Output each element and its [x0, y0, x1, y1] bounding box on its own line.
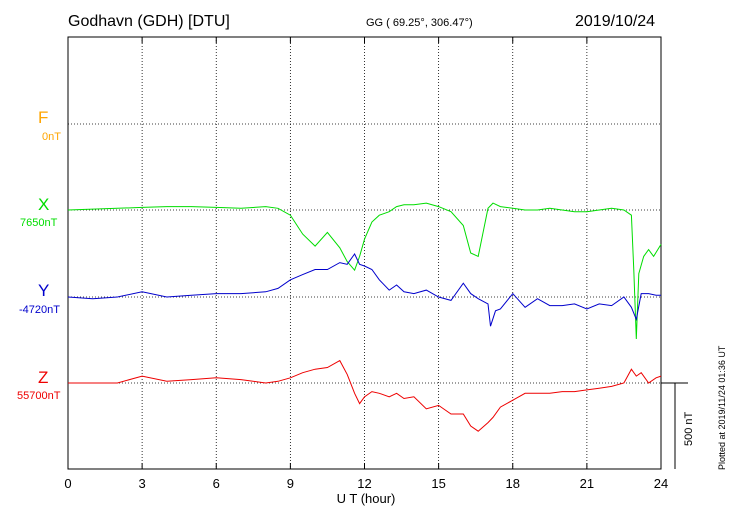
station-title: Godhavn (GDH) [DTU] — [68, 13, 230, 30]
x-tick-label: 18 — [506, 476, 520, 491]
x-tick-label: 3 — [139, 476, 146, 491]
grid-lines — [68, 37, 661, 469]
x-tick-label: 12 — [357, 476, 371, 491]
x-tick-label: 24 — [654, 476, 668, 491]
series-layer — [67, 202, 662, 432]
series-line-x — [67, 202, 662, 340]
component-label-x: X — [38, 195, 50, 214]
baseline-label-x: 7650nT — [20, 217, 58, 229]
x-tick-label: 21 — [580, 476, 594, 491]
series-line-z — [68, 359, 662, 432]
plotted-note: Plotted at 2019/11/24 01:36 UT — [717, 345, 727, 470]
baseline-label-y: -4720nT — [19, 304, 60, 316]
x-axis-ticks: 0 3 6 9 12 15 18 21 24 — [64, 37, 668, 491]
baseline-label-f: 0nT — [42, 131, 61, 143]
scale-bar-label: 500 nT — [683, 411, 695, 446]
x-axis-label: U T (hour) — [337, 491, 396, 506]
station-coordinates: GG ( 69.25°, 306.47°) — [366, 17, 473, 29]
component-label-z: Z — [38, 368, 49, 387]
x-tick-label: 6 — [213, 476, 220, 491]
plot-date: 2019/10/24 — [575, 13, 656, 30]
baseline-label-z: 55700nT — [17, 390, 61, 402]
x-tick-label: 9 — [287, 476, 294, 491]
x-tick-label: 15 — [431, 476, 445, 491]
component-label-f: F — [38, 108, 49, 127]
component-label-y: Y — [38, 281, 50, 300]
x-tick-label: 0 — [64, 476, 71, 491]
series-line-y — [67, 253, 661, 327]
